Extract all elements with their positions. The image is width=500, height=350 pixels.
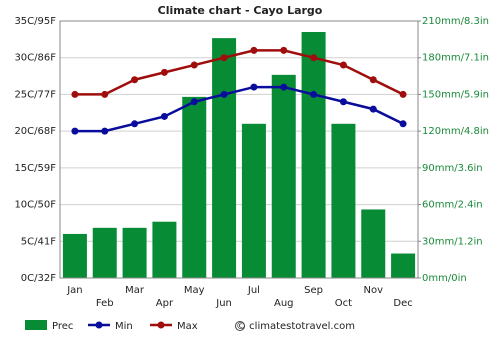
x-tick-label: Jul — [247, 285, 260, 296]
bar — [212, 38, 237, 279]
line-marker — [71, 90, 79, 98]
legend-swatch — [95, 321, 103, 329]
x-tick-label: Dec — [393, 298, 412, 309]
legend-label: Max — [177, 321, 198, 332]
bar — [241, 123, 266, 278]
line-marker — [190, 61, 198, 69]
y-tick-label: 30C/86F — [14, 53, 56, 64]
bar — [331, 123, 356, 278]
chart-title: Climate chart - Cayo Largo — [158, 4, 323, 17]
x-tick-label: Sep — [304, 285, 323, 296]
legend-swatch — [157, 321, 165, 329]
y2-tick-label: 30mm/1.2in — [422, 236, 483, 247]
y-tick-label: 20C/68F — [14, 126, 56, 137]
line-marker — [131, 120, 139, 128]
line-marker — [190, 98, 198, 106]
line-marker — [160, 112, 168, 120]
x-tick-label: Mar — [125, 285, 145, 296]
y2-tick-label: 60mm/2.4in — [422, 200, 483, 211]
y-tick-label: 15C/59F — [14, 163, 56, 174]
plot-frame — [59, 20, 419, 279]
line-marker — [101, 127, 109, 135]
line-marker — [339, 61, 347, 69]
line-marker — [220, 54, 228, 62]
line-marker — [71, 127, 79, 135]
y2-tick-label: 210mm/8.3in — [422, 16, 489, 27]
bar — [152, 221, 177, 278]
y2-tick-label: 180mm/7.1in — [422, 53, 489, 64]
x-tick-label: Feb — [96, 298, 114, 309]
line — [74, 49, 404, 96]
bar — [92, 227, 117, 278]
x-tick-label: Jun — [215, 298, 232, 309]
x-tick-label: Aug — [274, 298, 294, 309]
bar — [62, 233, 87, 278]
line-marker — [160, 68, 168, 76]
line-marker — [250, 83, 258, 91]
y-tick-label: 25C/77F — [14, 89, 56, 100]
line-marker — [280, 46, 288, 54]
line — [74, 85, 404, 133]
y2-tick-label: 90mm/3.6in — [422, 163, 483, 174]
y-tick-label: 35C/95F — [14, 16, 56, 27]
line-marker — [310, 54, 318, 62]
line-marker — [131, 76, 139, 84]
x-tick-label: Jan — [66, 285, 82, 296]
line-marker — [310, 90, 318, 98]
legend-swatch — [25, 320, 47, 330]
bar — [301, 32, 326, 279]
x-tick-label: Nov — [363, 285, 383, 296]
y-tick-label: 10C/50F — [14, 200, 56, 211]
bar — [361, 209, 386, 278]
line-marker — [339, 98, 347, 106]
y2-tick-label: 120mm/4.8in — [422, 126, 489, 137]
y2-tick-label: 0mm/0in — [422, 273, 467, 284]
line-marker — [280, 83, 288, 91]
y-tick-label: 0C/32F — [21, 273, 56, 284]
legend-label: Prec — [52, 321, 73, 332]
source-icon — [235, 321, 245, 331]
bar — [271, 74, 296, 278]
y2-tick-label: 150mm/5.9in — [422, 89, 489, 100]
x-tick-label: May — [184, 285, 205, 296]
y-tick-label: 5C/41F — [21, 236, 56, 247]
bar — [391, 253, 416, 278]
bar — [122, 227, 147, 278]
source: © climatestotravel.com — [236, 321, 355, 332]
line-marker — [250, 46, 258, 54]
line-marker — [101, 90, 109, 98]
line-marker — [220, 90, 228, 98]
legend-label: Min — [115, 321, 133, 332]
line-marker — [369, 105, 377, 113]
x-tick-label: Apr — [156, 298, 174, 309]
line-marker — [369, 76, 377, 84]
line-marker — [399, 120, 407, 128]
x-tick-label: Oct — [335, 298, 352, 309]
bar — [182, 96, 207, 278]
line-marker — [399, 90, 407, 98]
